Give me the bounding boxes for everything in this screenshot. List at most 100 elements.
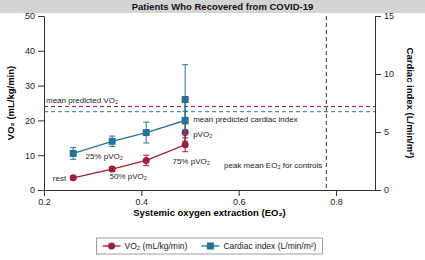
tick-mark bbox=[375, 132, 381, 133]
point bbox=[182, 117, 189, 124]
error-bar-cap bbox=[70, 159, 76, 160]
reference-line bbox=[326, 16, 327, 190]
tick-mark bbox=[375, 190, 381, 191]
tick-label: 0.6 bbox=[233, 197, 246, 207]
tick-mark bbox=[38, 190, 44, 191]
legend-item: Cardiac index (L/min/m²) bbox=[201, 241, 316, 251]
tick-label: 0.4 bbox=[136, 197, 149, 207]
tick: 20 bbox=[25, 116, 44, 126]
tick: 0.6 bbox=[233, 190, 246, 207]
x-axis: 0.2 0.4 0.6 0.8 bbox=[38, 190, 375, 207]
point bbox=[143, 157, 150, 164]
marks bbox=[44, 16, 375, 190]
y2-axis-line bbox=[375, 17, 376, 191]
point-label: 50% pVO₂ bbox=[110, 172, 147, 181]
error-bar bbox=[143, 122, 149, 143]
error-bar bbox=[109, 136, 115, 146]
y2-axis-title: Cardiac index (L/min/m²) bbox=[405, 48, 416, 159]
error-bar-cap bbox=[143, 155, 149, 156]
point bbox=[70, 174, 77, 181]
point-label: 25% pVO₂ bbox=[85, 152, 122, 161]
error-bar bbox=[143, 155, 149, 165]
legend-box bbox=[97, 238, 323, 254]
point bbox=[109, 138, 116, 145]
reference-label: peak mean EO₂ for controls bbox=[224, 161, 322, 170]
tick-mark bbox=[38, 16, 44, 17]
tick-label: 30 bbox=[25, 81, 35, 91]
point-label: 75% pVO₂ bbox=[172, 157, 209, 166]
reference-line bbox=[44, 106, 375, 107]
point bbox=[182, 96, 189, 103]
tick-label: 50 bbox=[25, 11, 35, 21]
tick-mark bbox=[141, 190, 142, 196]
title-band bbox=[0, 0, 425, 13]
error-bar-cap bbox=[143, 165, 149, 166]
point bbox=[143, 129, 150, 136]
tick-label: 0 bbox=[30, 185, 35, 195]
tick-label: 5 bbox=[384, 127, 389, 137]
y-axis-title: VO₂ (mL/kg/min) bbox=[5, 66, 16, 140]
tick-label: 40 bbox=[25, 46, 35, 56]
error-bar-cap bbox=[109, 146, 115, 147]
tick: 5 bbox=[375, 127, 389, 137]
tick: 0.2 bbox=[38, 190, 51, 207]
tick-label: 10 bbox=[25, 151, 35, 161]
tick: 50 bbox=[25, 11, 44, 21]
tick-label: 0 bbox=[384, 185, 389, 195]
title: Patients Who Recovered from COVID-19 bbox=[132, 1, 314, 12]
series-line bbox=[73, 100, 185, 154]
tick-mark bbox=[38, 86, 44, 87]
tick-label: 15 bbox=[384, 11, 394, 21]
tick: 10 bbox=[375, 69, 394, 79]
tick-mark bbox=[38, 155, 44, 156]
tick: 15 bbox=[375, 11, 394, 21]
tick: 40 bbox=[25, 46, 44, 56]
legend-marker bbox=[108, 243, 115, 250]
tick-mark bbox=[336, 190, 337, 196]
y-axis-line bbox=[44, 17, 45, 191]
legend-item: VO₂ (mL/kg/min) bbox=[103, 241, 188, 251]
x-axis-title: Systemic oxygen extraction (EO₂) bbox=[133, 207, 286, 218]
tick-label: 10 bbox=[384, 69, 394, 79]
tick-label: 0.2 bbox=[38, 197, 51, 207]
legend-label: VO₂ (mL/kg/min) bbox=[125, 241, 188, 251]
y-axis: 0 10 20 30 40 50 bbox=[25, 11, 45, 195]
reference-label: mean predicted VO₂ bbox=[46, 96, 118, 105]
tick-mark bbox=[38, 51, 44, 52]
tick: 0.4 bbox=[136, 190, 149, 207]
tick-mark bbox=[239, 190, 240, 196]
plot: 0.2 0.4 0.6 0.8 0 10 20 30 40 50 0 5 10 15 Systemic ox… bbox=[5, 11, 416, 218]
tick: 30 bbox=[25, 81, 44, 91]
legend: VO₂ (mL/kg/min) Cardiac index (L/min/m²) bbox=[97, 238, 323, 254]
error-bar-cap bbox=[70, 147, 76, 148]
legend-label: Cardiac index (L/min/m²) bbox=[223, 241, 316, 251]
series-line bbox=[73, 133, 185, 178]
tick: 0 bbox=[30, 185, 44, 195]
tick-mark bbox=[38, 120, 44, 121]
tick-label: 20 bbox=[25, 116, 35, 126]
error-bar-cap bbox=[182, 134, 188, 135]
tick: 10 bbox=[25, 151, 44, 161]
tick: 0 bbox=[375, 185, 389, 195]
tick-mark bbox=[44, 190, 45, 196]
error-bar-cap bbox=[143, 143, 149, 144]
error-bar-cap bbox=[182, 151, 188, 152]
legend-marker bbox=[207, 243, 214, 250]
tick-mark bbox=[375, 74, 381, 75]
point-label: pVO₂ bbox=[193, 130, 212, 139]
tick: 0.8 bbox=[330, 190, 343, 207]
point bbox=[182, 141, 189, 148]
y2-axis: 0 5 10 15 bbox=[375, 11, 394, 195]
error-bar bbox=[70, 148, 76, 160]
error-bar-cap bbox=[182, 64, 188, 65]
error-bar-cap bbox=[109, 136, 115, 137]
point bbox=[70, 150, 77, 157]
reference-line bbox=[44, 111, 375, 112]
error-bar-cap bbox=[143, 122, 149, 123]
reference-label: mean predicted cardiac index bbox=[193, 115, 298, 124]
error-bar bbox=[182, 65, 188, 135]
point-label: rest bbox=[53, 174, 67, 183]
chart: Patients Who Recovered from COVID-190.20… bbox=[0, 0, 425, 260]
x-axis-line bbox=[45, 190, 376, 191]
tick-label: 0.8 bbox=[330, 197, 343, 207]
